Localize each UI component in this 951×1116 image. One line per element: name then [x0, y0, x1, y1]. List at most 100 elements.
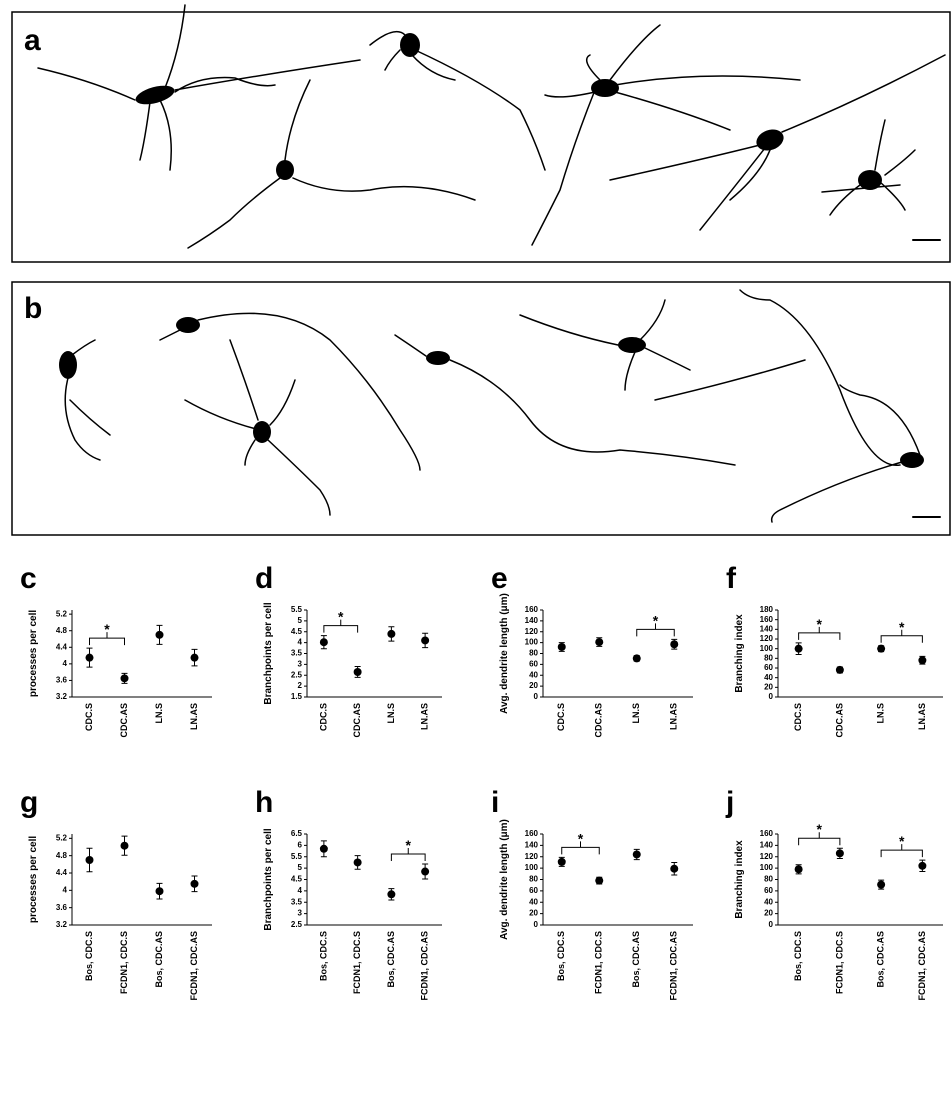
y-tick-label: 5.2 — [56, 609, 68, 618]
x-tick-label: LN.S — [876, 703, 886, 724]
y-tick-label: 1.5 — [291, 692, 303, 701]
significance-bracket — [636, 623, 675, 637]
data-point — [557, 857, 566, 866]
significance-bracket — [323, 619, 359, 633]
panel-letter: i — [491, 786, 499, 819]
x-tick-label: Bos, CDC.AS — [154, 931, 164, 988]
x-tick-label: FCDN1, CDC.AS — [917, 931, 927, 1001]
data-point — [421, 636, 430, 645]
y-tick-label: 4 — [63, 659, 68, 668]
panel-letter: b — [24, 292, 42, 325]
chart: d Branchpoints per cell 1.5 2 2.5 33.5 4 4.5 5 5.… — [255, 562, 442, 738]
data-point — [155, 887, 164, 896]
data-point — [190, 653, 199, 662]
y-tick-label: 120 — [525, 852, 539, 861]
x-tick-label: Bos, CDC.AS — [876, 931, 886, 988]
y-axis-label: processes per cell — [28, 610, 39, 697]
y-tick-label: 4.5 — [291, 875, 303, 884]
y-tick-label: 0 — [534, 920, 539, 929]
x-tick-label: LN.S — [631, 703, 641, 724]
y-tick-label: 6.5 — [291, 829, 303, 838]
y-tick-label: 20 — [764, 909, 773, 918]
y-tick-label: 40 — [764, 897, 773, 906]
y-tick-label: 4.4 — [56, 642, 68, 651]
y-tick-label: 160 — [525, 605, 539, 614]
y-tick-label: 0 — [769, 692, 774, 701]
y-tick-label: 3.5 — [291, 897, 303, 906]
y-tick-label: 4.5 — [291, 627, 303, 636]
x-tick-label: LN.AS — [669, 703, 679, 730]
y-tick-label: 80 — [529, 875, 538, 884]
y-tick-label: 5 — [298, 616, 303, 625]
data-point — [835, 849, 844, 858]
y-tick-label: 3 — [298, 659, 303, 668]
y-tick-label: 60 — [764, 886, 773, 895]
y-tick-label: 60 — [529, 659, 538, 668]
y-tick-label: 3.6 — [56, 903, 68, 912]
panel-letter: j — [725, 786, 734, 819]
y-tick-label: 80 — [529, 649, 538, 658]
x-tick-label: LN.S — [154, 703, 164, 724]
significance-label: * — [104, 621, 110, 637]
data-point — [155, 630, 164, 639]
y-tick-label: 2.5 — [291, 670, 303, 679]
data-point — [120, 841, 129, 850]
y-tick-label: 120 — [760, 852, 774, 861]
y-tick-label: 140 — [525, 616, 539, 625]
panel-letter: d — [255, 562, 273, 595]
y-tick-label: 160 — [525, 829, 539, 838]
y-axis-label: Branching index — [734, 840, 745, 919]
neuron-drawings-b — [59, 289, 941, 523]
data-point — [557, 642, 566, 651]
significance-label: * — [406, 837, 412, 853]
y-tick-label: 5 — [298, 863, 303, 872]
significance-label: * — [899, 833, 905, 849]
chart: f Branching index 020406080100120140160180… — [726, 562, 943, 738]
data-point — [877, 880, 886, 889]
data-point — [918, 656, 927, 665]
x-tick-label: CDC.S — [793, 703, 803, 731]
y-tick-label: 40 — [529, 670, 538, 679]
y-tick-label: 180 — [760, 605, 774, 614]
data-point — [632, 654, 641, 663]
x-tick-label: CDC.AS — [352, 703, 362, 738]
y-tick-label: 140 — [525, 840, 539, 849]
x-tick-label: FCDN1, CDC.S — [119, 931, 129, 994]
y-tick-label: 20 — [529, 681, 538, 690]
panel-letter: h — [255, 786, 273, 819]
y-axis-label: Avg. dendrite length (μm) — [499, 819, 510, 940]
y-tick-label: 3.6 — [56, 676, 68, 685]
x-tick-label: CDC.S — [556, 703, 566, 731]
y-tick-label: 5.5 — [291, 605, 303, 614]
data-point — [421, 867, 430, 876]
y-tick-label: 3.2 — [56, 692, 68, 701]
x-tick-label: FCDN1, CDC.S — [834, 931, 844, 994]
data-point — [670, 640, 679, 649]
y-tick-label: 100 — [525, 863, 539, 872]
y-tick-label: 0 — [769, 920, 774, 929]
y-tick-label: 140 — [760, 624, 774, 633]
y-tick-label: 100 — [760, 644, 774, 653]
panel-letter: a — [24, 24, 41, 57]
y-tick-label: 120 — [760, 634, 774, 643]
y-tick-label: 40 — [764, 673, 773, 682]
panel-letter: e — [491, 562, 508, 595]
significance-bracket — [798, 832, 841, 846]
panel-letter: f — [726, 562, 737, 595]
significance-bracket — [798, 626, 841, 640]
y-tick-label: 140 — [760, 840, 774, 849]
x-tick-label: LN.AS — [917, 703, 927, 730]
x-tick-label: LN.S — [386, 703, 396, 724]
data-point — [85, 856, 94, 864]
significance-bracket — [561, 841, 600, 855]
panel-b-frame — [11, 281, 951, 536]
y-tick-label: 160 — [760, 615, 774, 624]
y-tick-label: 100 — [760, 863, 774, 872]
y-tick-label: 2.5 — [291, 920, 303, 929]
data-point — [595, 876, 604, 885]
y-tick-label: 100 — [525, 638, 539, 647]
y-tick-label: 4.4 — [56, 868, 68, 877]
x-tick-label: FCDN1, CDC.AS — [189, 931, 199, 1001]
y-tick-label: 60 — [764, 663, 773, 672]
